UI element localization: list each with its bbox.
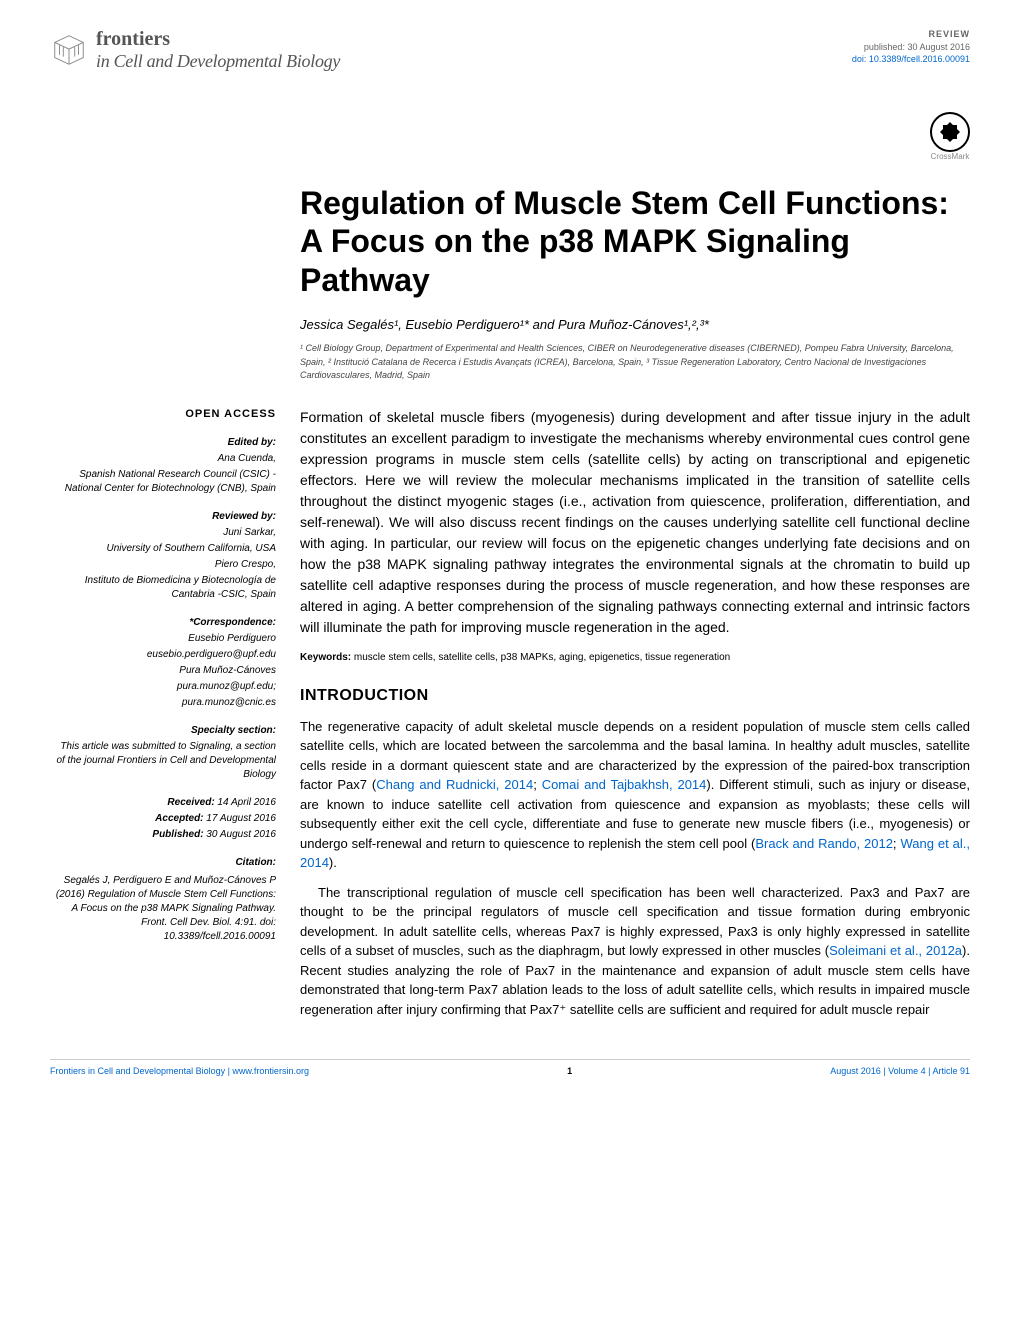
- citation-link[interactable]: Comai and Tajbakhsh, 2014: [542, 777, 707, 792]
- published-date-sidebar: 30 August 2016: [204, 829, 276, 840]
- specialty-text: This article was submitted to Signaling,…: [50, 740, 276, 782]
- sidebar: OPEN ACCESS Edited by: Ana Cuenda, Spani…: [50, 407, 276, 1030]
- page-header: frontiers in Cell and Developmental Biol…: [50, 28, 970, 72]
- header-meta: REVIEW published: 30 August 2016 doi: 10…: [852, 28, 970, 66]
- received-date: 14 April 2016: [215, 797, 276, 808]
- published-date: published: 30 August 2016: [852, 41, 970, 54]
- authors-line: Jessica Segalés¹, Eusebio Perdiguero¹* a…: [50, 317, 970, 332]
- citation-text: Segalés J, Perdiguero E and Muñoz-Cánove…: [50, 874, 276, 944]
- logo-main-text: frontiers: [96, 28, 340, 51]
- reviewer2-affiliation: Instituto de Biomedicina y Biotecnología…: [50, 574, 276, 602]
- intro-p2: The transcriptional regulation of muscle…: [300, 883, 970, 1020]
- intro-p1: The regenerative capacity of adult skele…: [300, 717, 970, 873]
- accepted-line: Accepted: 17 August 2016: [50, 812, 276, 826]
- keywords-line: Keywords: muscle stem cells, satellite c…: [300, 652, 970, 663]
- specialty-label: Specialty section:: [50, 724, 276, 738]
- logo-sub-text: in Cell and Developmental Biology: [96, 51, 340, 72]
- citation-label: Citation:: [50, 856, 276, 870]
- journal-logo: frontiers in Cell and Developmental Biol…: [50, 28, 340, 72]
- reviewer1-affiliation: University of Southern California, USA: [50, 542, 276, 556]
- frontiers-logo-icon: [50, 31, 88, 69]
- reviewer1-name: Juni Sarkar,: [50, 526, 276, 540]
- received-line: Received: 14 April 2016: [50, 796, 276, 810]
- footer-right: August 2016 | Volume 4 | Article 91: [830, 1066, 970, 1076]
- citation-link[interactable]: Brack and Rando, 2012: [755, 836, 893, 851]
- reviewed-by-label: Reviewed by:: [50, 510, 276, 524]
- article-type: REVIEW: [852, 28, 970, 41]
- citation-link[interactable]: Chang and Rudnicki, 2014: [376, 777, 533, 792]
- intro-heading: INTRODUCTION: [300, 687, 970, 705]
- crossmark-label: CrossMark: [930, 152, 970, 161]
- citation-link[interactable]: Soleimani et al., 2012a: [829, 943, 962, 958]
- corr2-name: Pura Muñoz-Cánoves: [50, 664, 276, 678]
- keywords-label: Keywords:: [300, 652, 351, 663]
- editor-name: Ana Cuenda,: [50, 452, 276, 466]
- accepted-label: Accepted:: [155, 813, 203, 824]
- corr2-email1[interactable]: pura.munoz@upf.edu;: [50, 680, 276, 694]
- corr1-name: Eusebio Perdiguero: [50, 632, 276, 646]
- main-content: Formation of skeletal muscle fibers (myo…: [300, 407, 970, 1030]
- doi-link[interactable]: doi: 10.3389/fcell.2016.00091: [852, 53, 970, 66]
- keywords-text: muscle stem cells, satellite cells, p38 …: [351, 652, 730, 663]
- affiliations: ¹ Cell Biology Group, Department of Expe…: [50, 342, 970, 383]
- open-access-badge: OPEN ACCESS: [50, 407, 276, 422]
- crossmark-icon: [930, 112, 970, 152]
- published-label: Published:: [152, 829, 203, 840]
- page-footer: Frontiers in Cell and Developmental Biol…: [50, 1059, 970, 1076]
- corr2-email2[interactable]: pura.munoz@cnic.es: [50, 696, 276, 710]
- accepted-date: 17 August 2016: [204, 813, 276, 824]
- abstract: Formation of skeletal muscle fibers (myo…: [300, 407, 970, 638]
- article-title: Regulation of Muscle Stem Cell Functions…: [50, 184, 970, 299]
- crossmark-block: CrossMark: [50, 112, 970, 164]
- intro-body: The regenerative capacity of adult skele…: [300, 717, 970, 1020]
- reviewer2-name: Piero Crespo,: [50, 558, 276, 572]
- corr1-email[interactable]: eusebio.perdiguero@upf.edu: [50, 648, 276, 662]
- correspondence-label: *Correspondence:: [50, 616, 276, 630]
- crossmark-badge[interactable]: CrossMark: [930, 112, 970, 161]
- published-line: Published: 30 August 2016: [50, 828, 276, 842]
- editor-affiliation: Spanish National Research Council (CSIC)…: [50, 468, 276, 496]
- edited-by-label: Edited by:: [50, 436, 276, 450]
- received-label: Received:: [167, 797, 214, 808]
- page-number: 1: [567, 1066, 572, 1076]
- footer-left[interactable]: Frontiers in Cell and Developmental Biol…: [50, 1066, 309, 1076]
